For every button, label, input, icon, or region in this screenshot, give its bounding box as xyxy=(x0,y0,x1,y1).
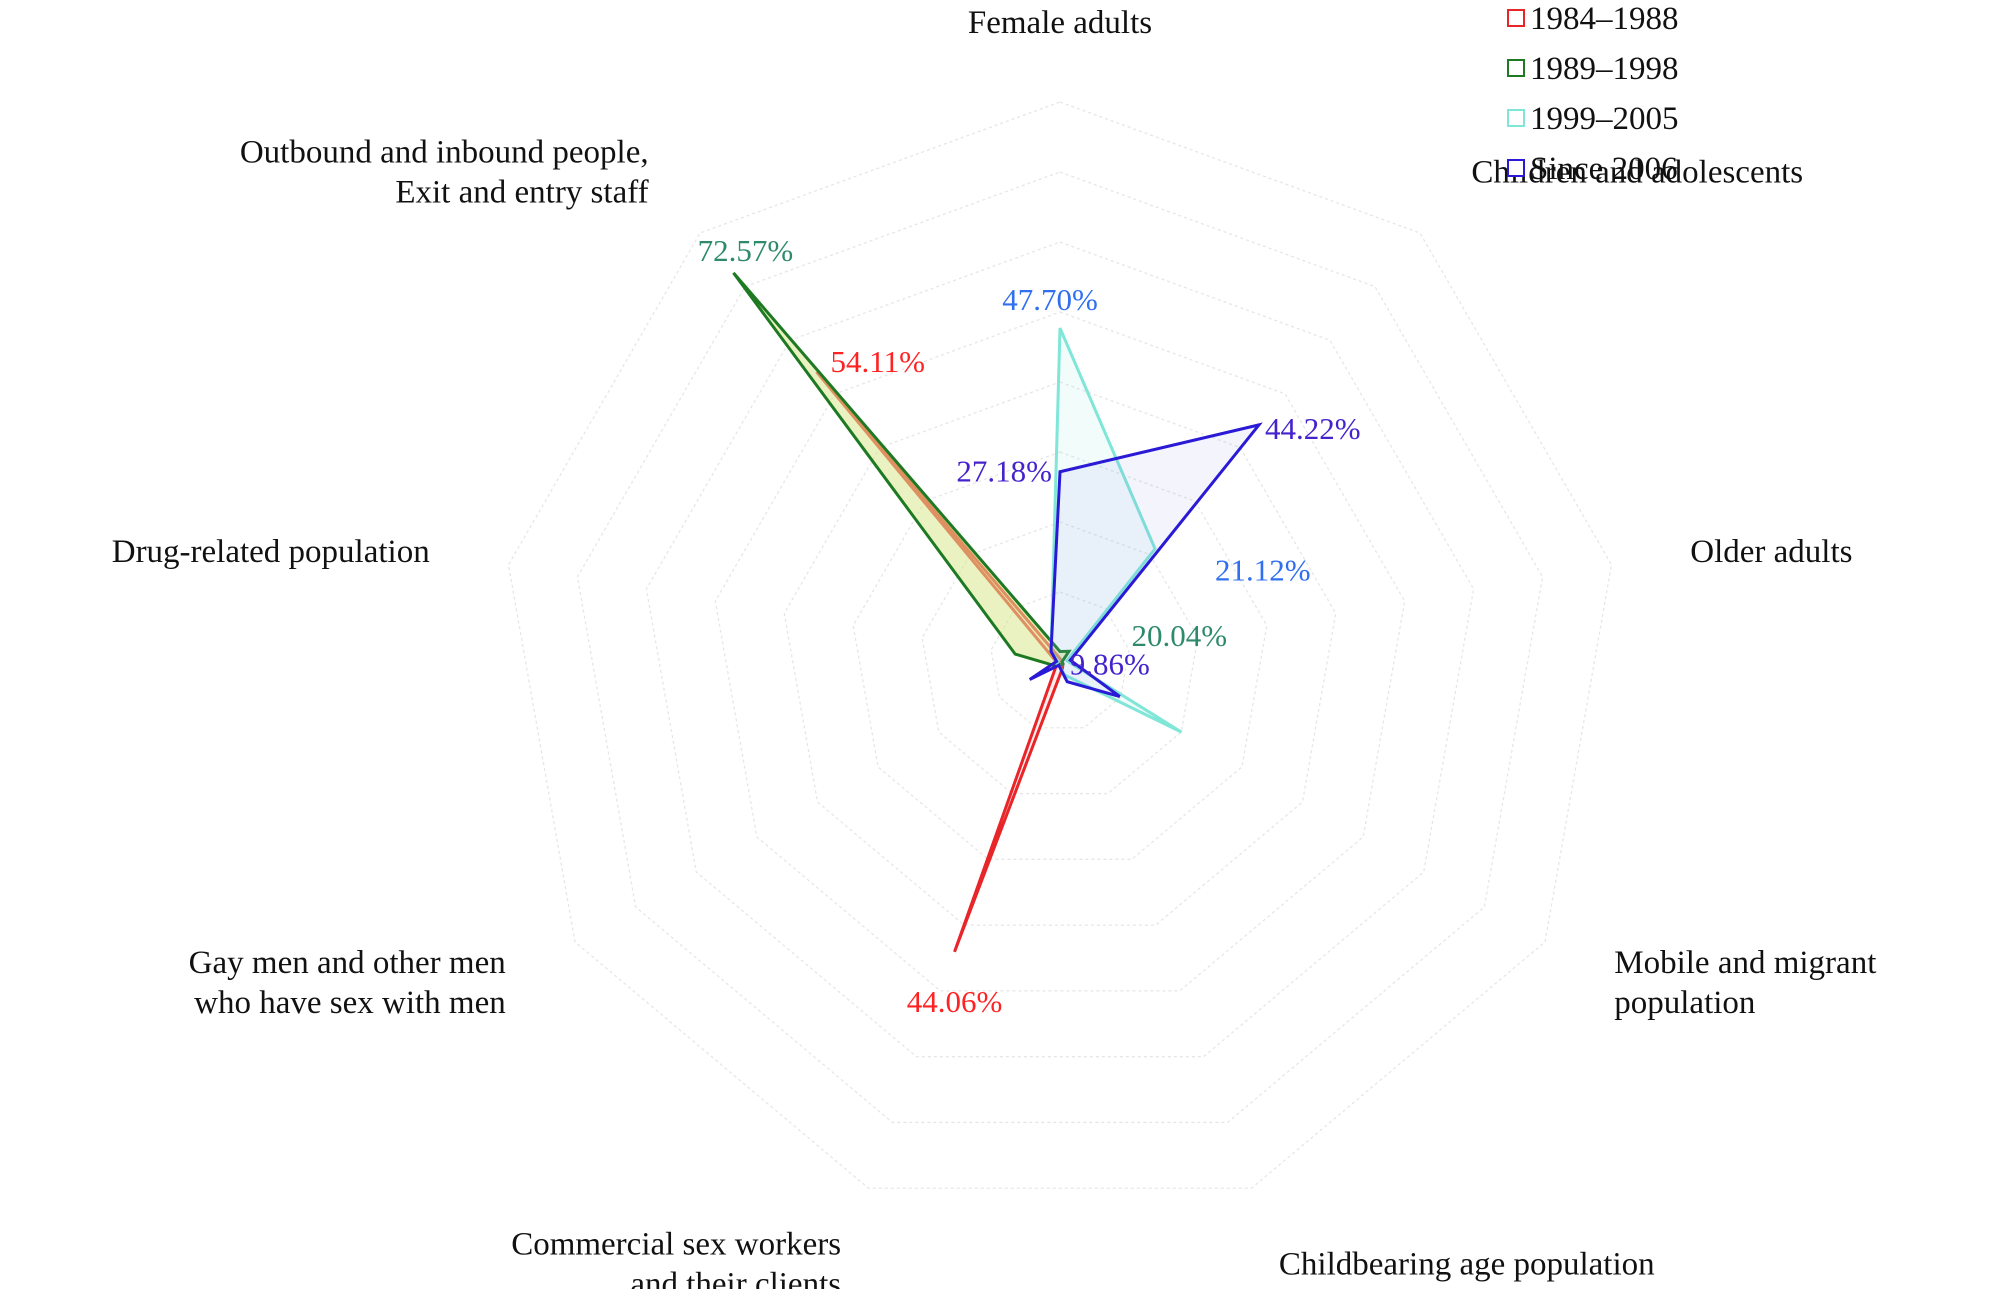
axis-label: Outbound and inbound people, Exit and ent… xyxy=(240,135,649,211)
axis-label: Gay men and other men who have sex with m… xyxy=(189,945,506,1021)
axis-label-line: Exit and entry staff xyxy=(395,175,648,211)
axis-label: Children and adolescents xyxy=(1471,155,1803,191)
legend: 1984–1988 1989–1998 1999–2005 Since 2006 xyxy=(1507,1,1679,187)
grid-ring xyxy=(783,381,1337,926)
legend-swatch xyxy=(1507,9,1525,27)
axis-label: Mobile and migrant population xyxy=(1614,945,1876,1021)
axis-label-line: Drug-related population xyxy=(112,534,430,570)
series-polygon xyxy=(732,271,1072,668)
series-polygon xyxy=(1028,422,1263,698)
data-label: 54.11% xyxy=(831,344,925,379)
axis-label-line: Outbound and inbound people, xyxy=(240,135,649,171)
legend-label: 1999–2005 xyxy=(1530,101,1679,137)
axis-label-line: who have sex with men xyxy=(194,985,506,1021)
series-group xyxy=(732,271,1263,953)
axis-label-line: Mobile and migrant xyxy=(1614,945,1876,981)
legend-label: 1984–1988 xyxy=(1530,1,1679,37)
data-label: 47.70% xyxy=(1002,282,1098,317)
grid-ring xyxy=(576,171,1544,1124)
legend-item: 1984–1988 xyxy=(1507,1,1679,37)
data-label: 21.12% xyxy=(1215,553,1311,588)
axis-label: Childbearing age population xyxy=(1279,1246,1655,1282)
data-label: 44.22% xyxy=(1265,411,1361,446)
axis-labels: Female adults Children and adolescents Old… xyxy=(112,5,1877,1289)
data-label: 72.57% xyxy=(698,233,794,268)
axis-label: Older adults xyxy=(1690,534,1852,570)
legend-item: 1989–1998 xyxy=(1507,51,1679,87)
axis-label-line: Children and adolescents xyxy=(1471,155,1803,191)
grid-ring xyxy=(645,241,1475,1058)
axis-label-line: Commercial sex workers xyxy=(511,1226,841,1262)
data-label: 44.06% xyxy=(907,984,1003,1019)
axis-label-line: Older adults xyxy=(1690,534,1852,570)
grid-rings xyxy=(507,101,1613,1189)
data-label: 27.18% xyxy=(956,454,1052,489)
legend-label: 1989–1998 xyxy=(1530,51,1679,87)
legend-item: Since 2006 xyxy=(1507,151,1678,187)
axis-label: Commercial sex workers and their clients xyxy=(511,1226,841,1289)
axis-label-line: Gay men and other men xyxy=(189,945,506,981)
axis-label-line: and their clients xyxy=(630,1266,841,1289)
axis-label-line: Female adults xyxy=(968,5,1152,41)
axis-label: Female adults xyxy=(968,5,1152,41)
axis-label-line: Childbearing age population xyxy=(1279,1246,1655,1282)
grid-ring xyxy=(714,311,1406,992)
data-labels: 72.57% 54.11% 47.70% 27.18% 44.22% 21.12% 20.0… xyxy=(698,233,1361,1019)
legend-label: Since 2006 xyxy=(1530,151,1678,187)
legend-swatch xyxy=(1507,159,1525,177)
axis-label-line: population xyxy=(1614,985,1755,1021)
grid-ring xyxy=(507,101,1613,1189)
legend-item: 1999–2005 xyxy=(1507,101,1679,137)
legend-swatch xyxy=(1507,109,1525,127)
axis-label: Drug-related population xyxy=(112,534,430,570)
data-label: 20.04% xyxy=(1131,618,1227,653)
data-label: 9.86% xyxy=(1070,647,1150,682)
legend-swatch xyxy=(1507,59,1525,77)
